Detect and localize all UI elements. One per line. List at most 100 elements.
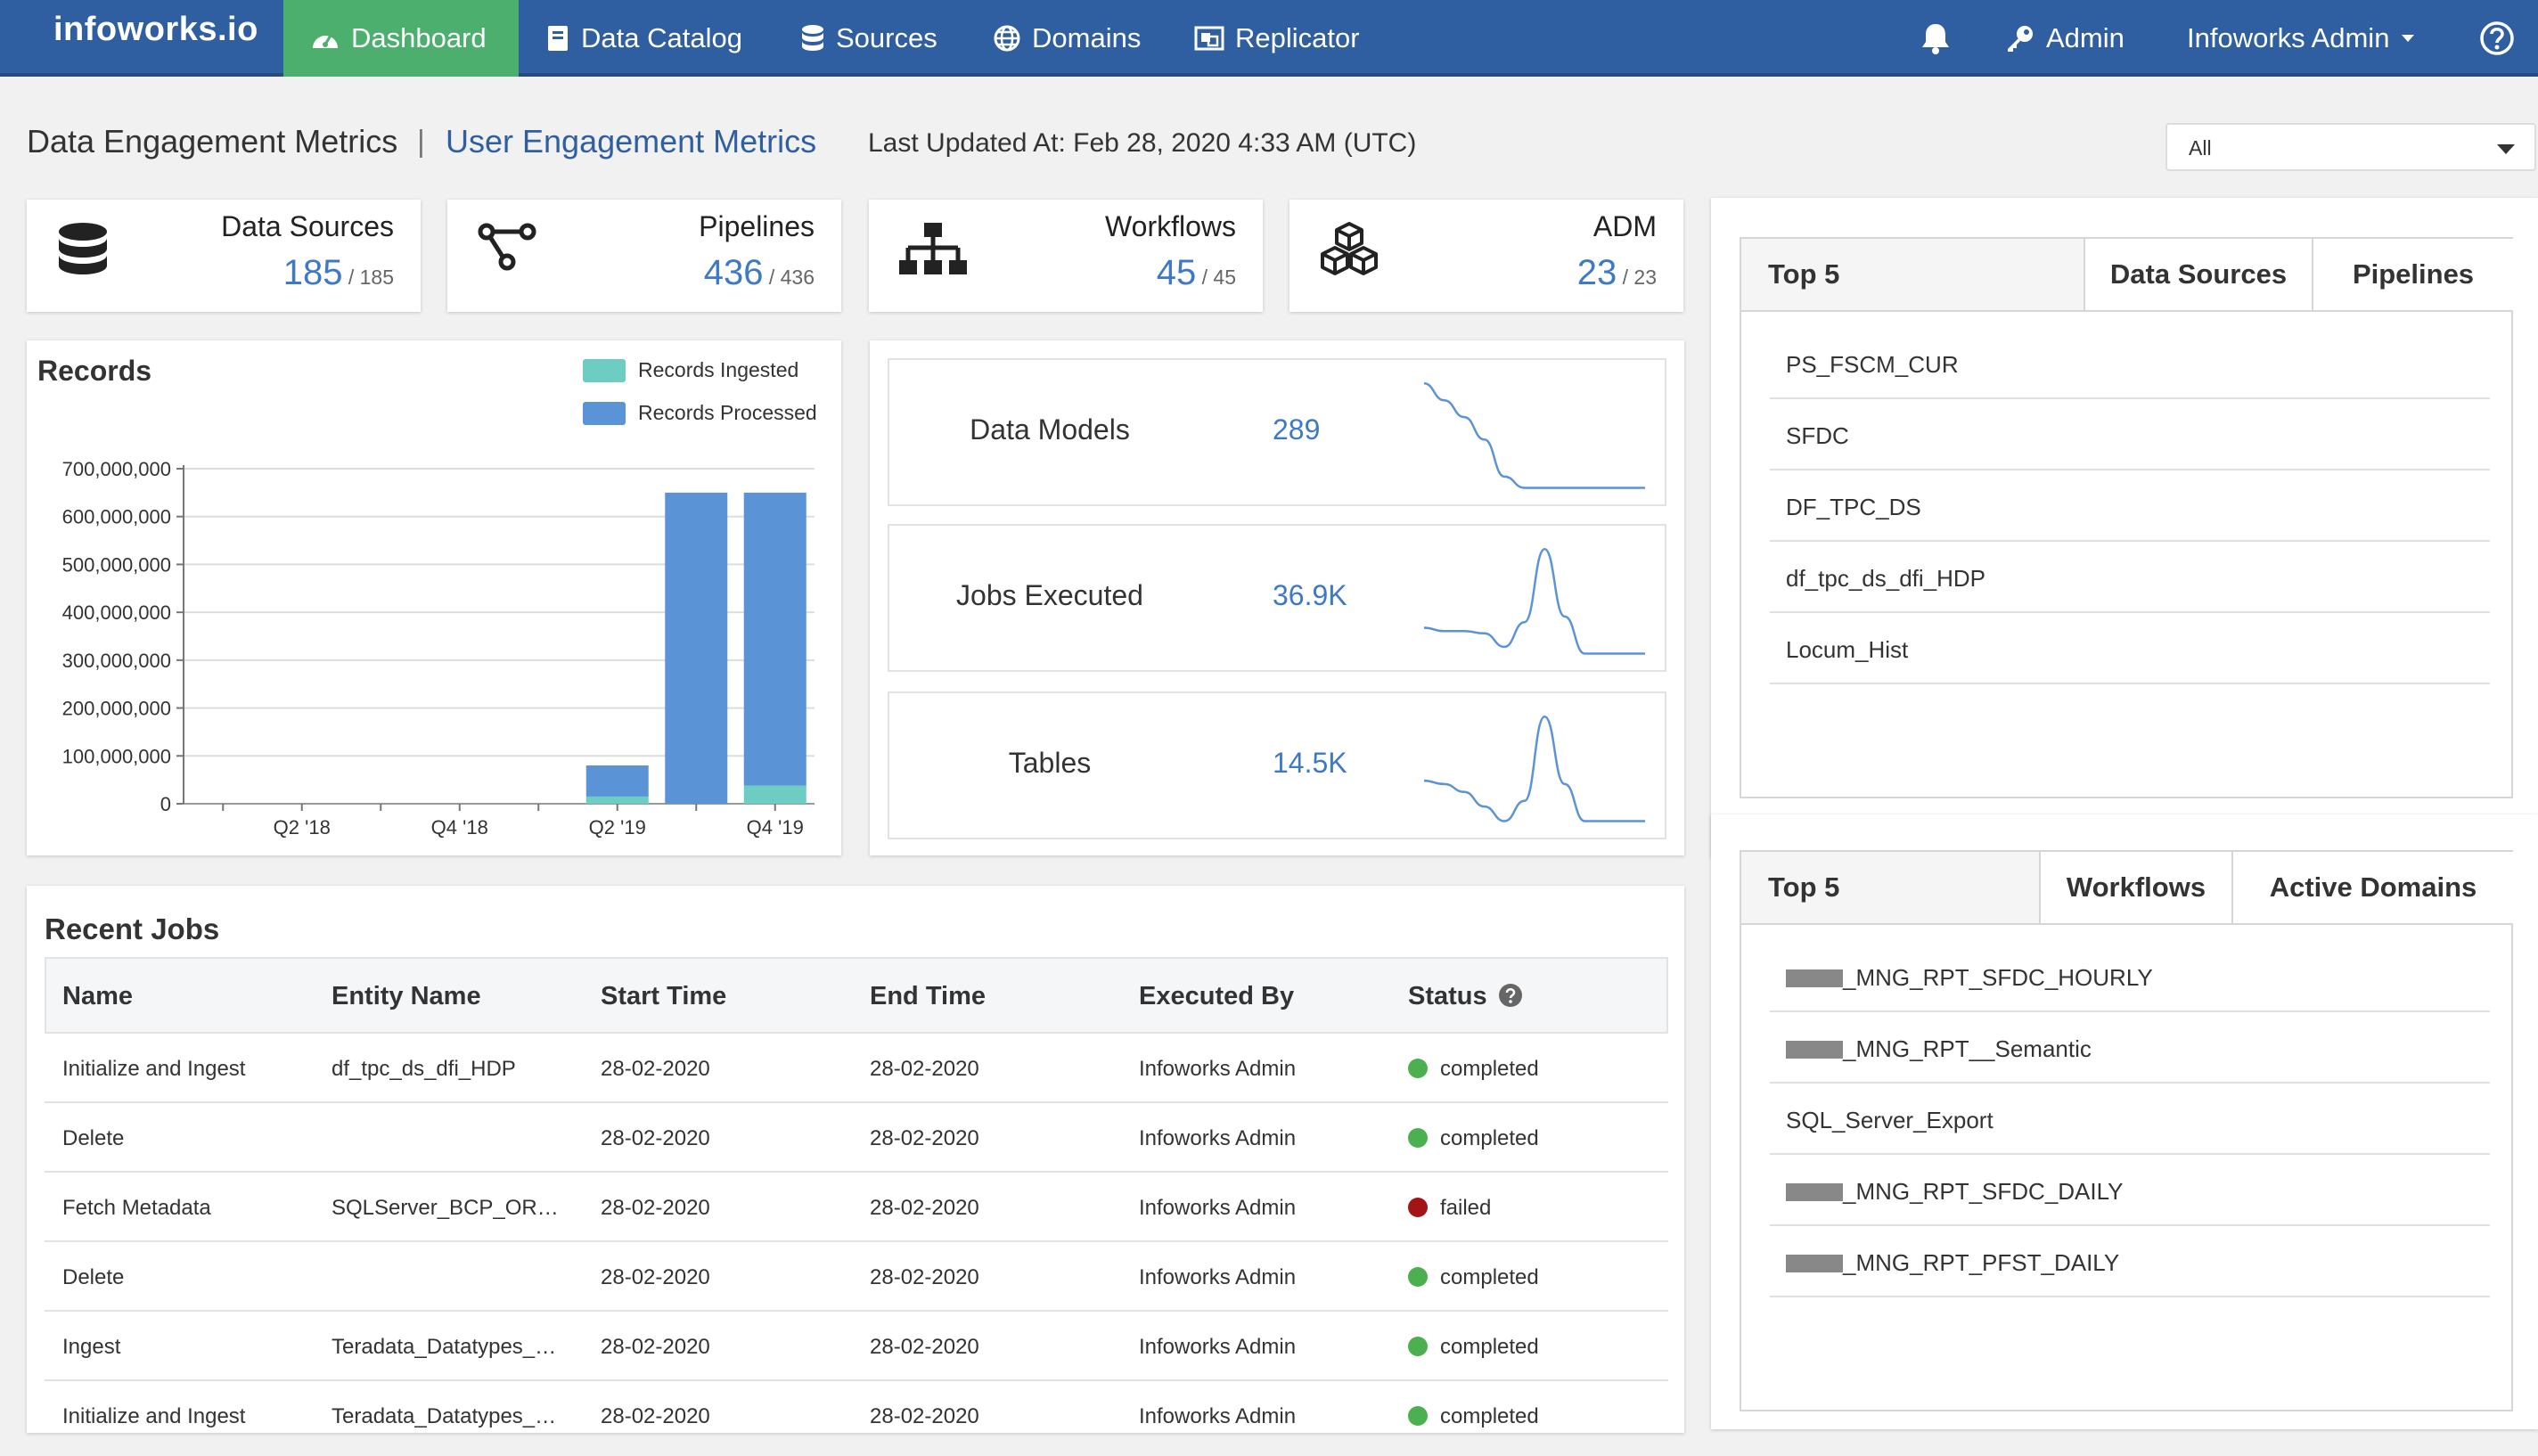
list-item[interactable]: _MNG_RPT_SFDC_DAILY: [1770, 1155, 2490, 1226]
caret-down-icon: [2497, 144, 2515, 154]
list-item-text: _MNG_RPT_SFDC_HOURLY: [1786, 964, 2153, 992]
tab-data-sources[interactable]: Data Sources: [2084, 239, 2312, 310]
list-item-label: _MNG_RPT_SFDC_DAILY: [1843, 1178, 2124, 1205]
brand-logo[interactable]: infoworks.io: [53, 11, 258, 48]
legend-item-ingested[interactable]: Records Ingested: [583, 358, 798, 382]
metric-tables[interactable]: Tables 14.5K: [888, 691, 1666, 839]
cell-start: 28-02-2020: [601, 1404, 710, 1428]
metric-value: 14.5K: [1273, 747, 1347, 779]
cell-end: 28-02-2020: [870, 1265, 979, 1289]
list-item-text: SQL_Server_Export: [1786, 1107, 1994, 1134]
nav-domains[interactable]: Domains: [966, 0, 1167, 77]
user-name: Infoworks Admin: [2187, 22, 2390, 53]
tab-active-domains[interactable]: Active Domains: [2231, 852, 2513, 923]
col-status[interactable]: Status: [1408, 982, 1523, 1011]
cell-by: Infoworks Admin: [1139, 1265, 1297, 1289]
col-executed-by[interactable]: Executed By: [1139, 982, 1295, 1010]
metric-label: Tables: [1008, 747, 1092, 779]
legend-label: Records Ingested: [638, 358, 799, 381]
metric-label: Jobs Executed: [956, 579, 1143, 611]
sparkline-path: [1423, 382, 1645, 489]
table-row[interactable]: Initialize and Ingest Teradata_Datatypes_…: [45, 1381, 1668, 1433]
tab-data-engagement[interactable]: Data Engagement Metrics: [27, 123, 398, 160]
user-menu[interactable]: Infoworks Admin: [2165, 0, 2437, 77]
list-item[interactable]: df_tpc_ds_dfi_HDP: [1770, 542, 2490, 613]
stat-card-adm[interactable]: ADM 23 / 23: [1289, 200, 1683, 312]
help-icon[interactable]: [1498, 983, 1523, 1008]
table-row[interactable]: Delete 28-02-2020 28-02-2020 Infoworks Admi…: [45, 1242, 1668, 1312]
nav-data-catalog[interactable]: Data Catalog: [519, 0, 769, 77]
list-item-label: _MNG_RPT_PFST_DAILY: [1843, 1249, 2120, 1276]
x-tick-label: Q4 '18: [431, 816, 488, 838]
list-item-label: _MNG_RPT_SFDC_HOURLY: [1843, 964, 2153, 991]
bar-processed: [665, 492, 728, 804]
nav-dashboard[interactable]: Dashboard: [283, 0, 519, 77]
list-item[interactable]: DF_TPC_DS: [1770, 470, 2490, 542]
col-entity-name[interactable]: Entity Name: [332, 982, 481, 1010]
legend-label: Records Processed: [638, 401, 817, 424]
sparkline-path: [1423, 548, 1645, 655]
metric-data-models[interactable]: Data Models 289: [888, 358, 1666, 506]
col-name[interactable]: Name: [62, 982, 133, 1010]
workflow-icon: [899, 223, 967, 274]
stat-total: / 45: [1201, 266, 1236, 289]
stat-card-pipelines[interactable]: Pipelines 436 / 436: [447, 200, 841, 312]
status-label: completed: [1440, 1057, 1539, 1081]
cell-end: 28-02-2020: [870, 1404, 979, 1428]
list-item[interactable]: PS_FSCM_CUR: [1770, 328, 2490, 399]
table-row[interactable]: Ingest Teradata_Datatypes_… 28-02-2020 28-0…: [45, 1312, 1668, 1381]
stat-card-data-sources[interactable]: Data Sources 185 / 185: [27, 200, 421, 312]
table-row[interactable]: Initialize and Ingest df_tpc_ds_dfi_HDP 28…: [45, 1034, 1668, 1103]
legend-item-processed[interactable]: Records Processed: [583, 401, 817, 425]
book-icon: [548, 26, 568, 51]
nav-replicator-label: Replicator: [1235, 22, 1360, 53]
nav-replicator[interactable]: Replicator: [1167, 0, 1387, 77]
col-start-time[interactable]: Start Time: [601, 982, 727, 1010]
cell-status: completed: [1408, 1057, 1539, 1082]
list-item[interactable]: _MNG_RPT_PFST_DAILY: [1770, 1226, 2490, 1297]
status-label: completed: [1440, 1335, 1539, 1359]
cell-status: completed: [1408, 1265, 1539, 1290]
top-nav-bar: infoworks.io Dashboard Data Catalog Sour…: [0, 0, 2538, 77]
jobs-table-header: Name Entity Name Start Time End Time Exe…: [45, 957, 1668, 1034]
chart-title: Records: [37, 355, 152, 387]
list-item-label: PS_FSCM_CUR: [1786, 351, 1959, 378]
sparkline: [1423, 548, 1645, 655]
tab-pipelines[interactable]: Pipelines: [2312, 239, 2513, 310]
col-end-time[interactable]: End Time: [870, 982, 986, 1010]
cell-by: Infoworks Admin: [1139, 1126, 1297, 1150]
status-label: failed: [1440, 1196, 1492, 1220]
admin-menu[interactable]: Admin: [1991, 0, 2139, 77]
status-dot-icon: [1408, 1128, 1428, 1148]
list-item[interactable]: _MNG_RPT_SFDC_HOURLY: [1770, 941, 2490, 1012]
tab-workflows[interactable]: Workflows: [2039, 852, 2231, 923]
list-item[interactable]: _MNG_RPT__Semantic: [1770, 1012, 2490, 1084]
y-tick-label: 200,000,000: [62, 698, 171, 720]
status-label: completed: [1440, 1265, 1539, 1289]
stat-card-workflows[interactable]: Workflows 45 / 45: [869, 200, 1263, 312]
nav-domains-label: Domains: [1032, 22, 1142, 53]
metric-jobs-executed[interactable]: Jobs Executed 36.9K: [888, 524, 1666, 672]
notifications-button[interactable]: [1904, 0, 1968, 77]
list-item[interactable]: SFDC: [1770, 399, 2490, 470]
stat-count: 436: [703, 253, 764, 292]
table-row[interactable]: Fetch Metadata SQLServer_BCP_OR… 28-02-202…: [45, 1173, 1668, 1242]
table-row[interactable]: Delete 28-02-2020 28-02-2020 Infoworks Admi…: [45, 1103, 1668, 1173]
recent-jobs-card: Recent Jobs Name Entity Name Start Time …: [27, 886, 1684, 1433]
tab-user-engagement[interactable]: User Engagement Metrics: [446, 123, 817, 160]
bar-processed: [585, 765, 649, 797]
cell-status: completed: [1408, 1404, 1539, 1429]
top5-sources-panel: Top 5 Data Sources Pipelines PS_FSCM_CUR…: [1740, 237, 2513, 798]
help-button[interactable]: [2463, 0, 2531, 77]
domain-filter-select[interactable]: All: [2165, 123, 2536, 171]
database-icon: [802, 25, 823, 51]
list-item[interactable]: SQL_Server_Export: [1770, 1084, 2490, 1155]
help-icon: [2480, 21, 2514, 55]
status-dot-icon: [1408, 1059, 1428, 1078]
bar-processed: [743, 492, 806, 786]
top5-workflows-card: Top 5 Workflows Active Domains _MNG_RPT_…: [1711, 814, 2538, 1429]
stat-title: ADM: [1592, 210, 1657, 242]
list-item[interactable]: Locum_Hist: [1770, 613, 2490, 684]
nav-sources-label: Sources: [836, 22, 937, 53]
nav-sources[interactable]: Sources: [774, 0, 964, 77]
